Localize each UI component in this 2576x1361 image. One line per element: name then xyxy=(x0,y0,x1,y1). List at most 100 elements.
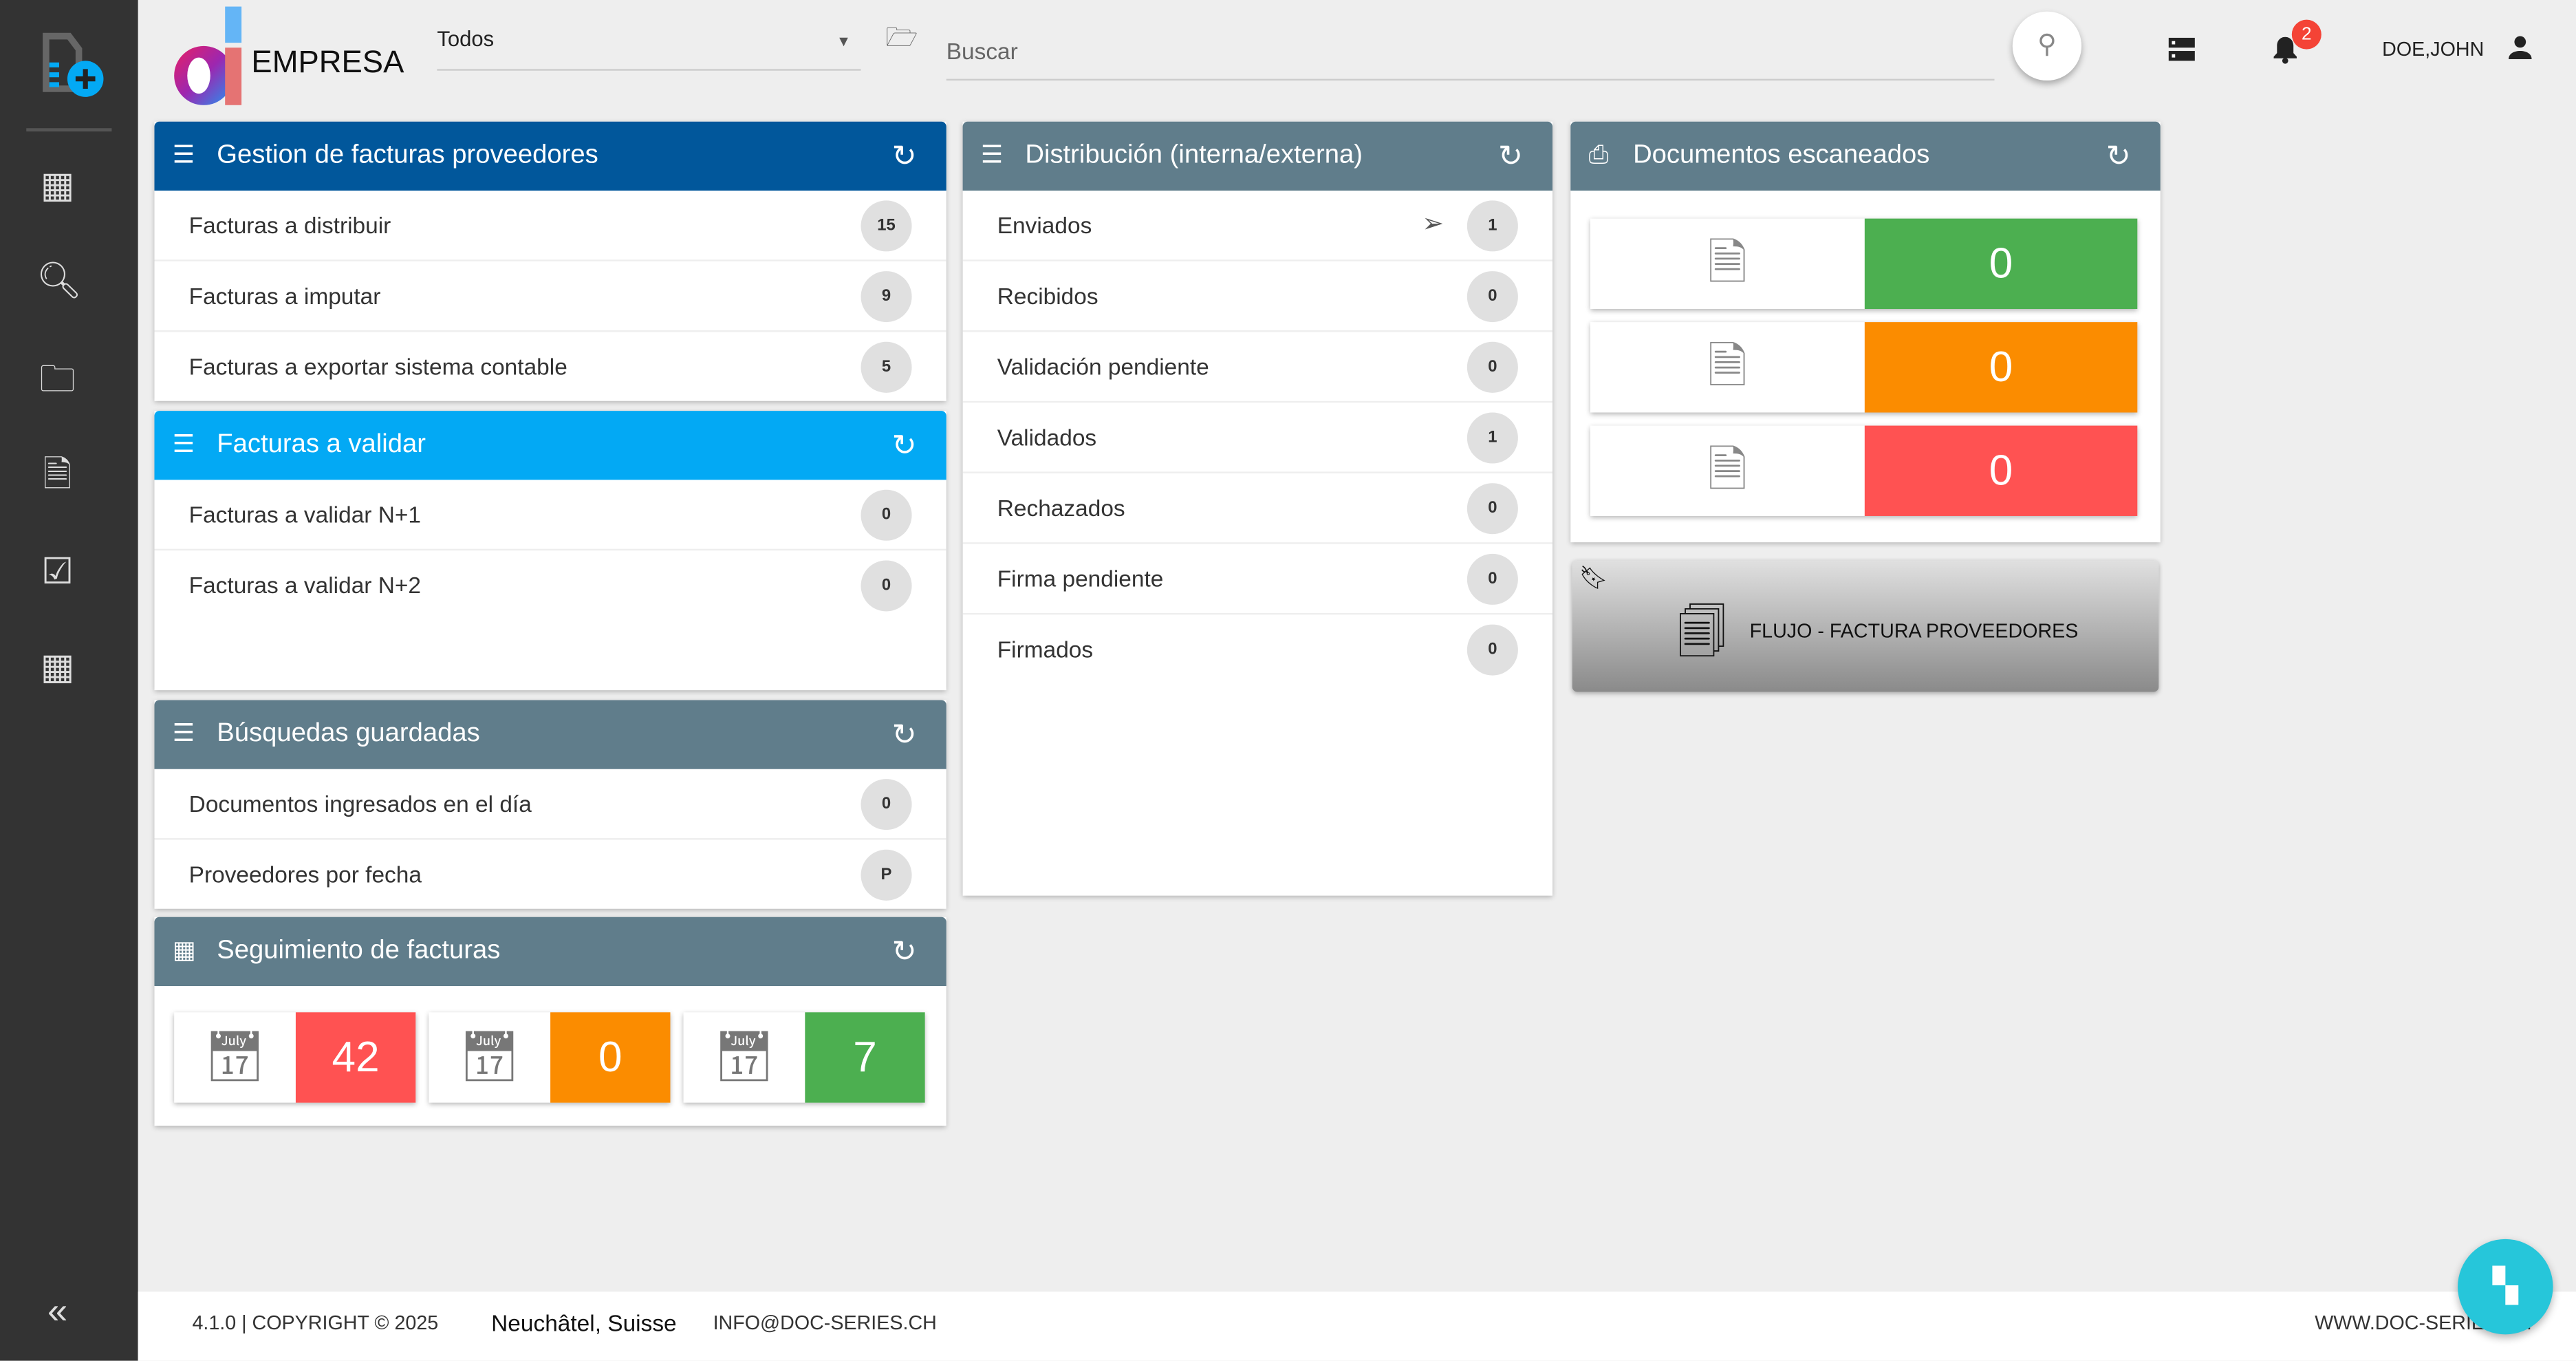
chevron-down-icon: ▼ xyxy=(836,32,852,50)
footer-version: 4.1.0 | COPYRIGHT © 2025 xyxy=(192,1311,439,1335)
search-button[interactable]: ⚲ xyxy=(2012,11,2082,81)
panel-title: Búsquedas guardadas xyxy=(217,720,480,748)
panel-header: ☰ Gestion de facturas proveedores ↻ xyxy=(154,121,946,191)
panel-escaneados: ⎙ Documentos escaneados ↻ 🗎 0 🗎 0 🗎 0 xyxy=(1570,121,2161,543)
folder-open-icon[interactable]: 🗁 xyxy=(885,24,918,53)
list-item[interactable]: Facturas a distribuir 15 xyxy=(154,191,946,261)
tile-done[interactable]: 📅︎ 7 xyxy=(683,1012,925,1103)
panel-title: Gestion de facturas proveedores xyxy=(217,141,598,170)
calendar-icon: ▦ xyxy=(172,936,196,965)
user-icon[interactable] xyxy=(2507,34,2533,61)
tile-value: 0 xyxy=(1864,425,2138,516)
list-item[interactable]: Enviados ➢ 1 xyxy=(962,191,1553,261)
list-icon: ☰ xyxy=(172,430,195,459)
panel-validar: ☰ Facturas a validar ↻ Facturas a validar … xyxy=(154,411,946,691)
panel-distribucion: ☰ Distribución (interna/externa) ↻ Enviado… xyxy=(962,121,1553,896)
filter-select[interactable]: Todos ▼ xyxy=(437,26,861,71)
list-item[interactable]: Rechazados 0 xyxy=(962,473,1553,544)
widgets-fab-button[interactable]: ▚ xyxy=(2458,1239,2553,1335)
tile-overdue[interactable]: 📅︎ 42 xyxy=(174,1012,416,1103)
panel-header: ☰ Búsquedas guardadas ↻ xyxy=(154,700,946,769)
notification-badge: 2 xyxy=(2291,19,2321,50)
list-item[interactable]: Firmados 0 xyxy=(963,614,1552,683)
list-item[interactable]: Facturas a validar N+1 0 xyxy=(154,480,946,551)
count-badge: 9 xyxy=(861,271,912,323)
panel-busquedas: ☰ Búsquedas guardadas ↻ Documentos ingresa… xyxy=(154,700,946,909)
tile-scanned-ok[interactable]: 🗎 0 xyxy=(1590,218,2138,310)
flow-factura-button[interactable]: 🔖︎ 🗐 FLUJO - FACTURA PROVEEDORES xyxy=(1572,560,2159,692)
count-badge: 0 xyxy=(1466,271,1518,323)
count-badge: 1 xyxy=(1466,412,1518,464)
search-icon: ⚲ xyxy=(2037,31,2057,59)
list-item[interactable]: Proveedores por fecha P xyxy=(155,839,946,908)
brand-logo xyxy=(174,6,242,105)
document-check-icon: 🗎 xyxy=(1707,236,1748,291)
refresh-icon[interactable]: ↻ xyxy=(2106,140,2131,173)
list-item[interactable]: Facturas a imputar 9 xyxy=(154,261,946,332)
list-item[interactable]: Validados 1 xyxy=(962,403,1553,473)
documents-icon: 🗐 xyxy=(1677,606,1727,661)
tile-scanned-pending[interactable]: 🗎 0 xyxy=(1590,322,2138,413)
bookmark-icon[interactable]: 🔖︎ xyxy=(1579,564,1608,590)
calendar-check-icon: 📅︎ xyxy=(713,1030,776,1085)
count-badge: P xyxy=(861,849,912,901)
refresh-icon[interactable]: ↻ xyxy=(1497,140,1524,173)
tile-value: 7 xyxy=(805,1012,925,1103)
count-badge: 0 xyxy=(861,779,912,830)
footer-email[interactable]: INFO@DOC-SERIES.CH xyxy=(713,1311,937,1335)
brand-name: EMPRESA xyxy=(251,45,404,81)
count-badge: 0 xyxy=(1466,624,1518,676)
calendar-clock-icon: 📅︎ xyxy=(458,1030,521,1085)
footer: 4.1.0 | COPYRIGHT © 2025 Neuchâtel, Suis… xyxy=(138,1292,2576,1361)
notifications-bell-icon[interactable] xyxy=(2271,34,2300,64)
widgets-icon: ▚ xyxy=(2492,1268,2518,1305)
app-logo-icon[interactable] xyxy=(36,30,109,102)
list-item[interactable]: Facturas a validar N+2 0 xyxy=(155,550,946,619)
panel-title: Seguimiento de facturas xyxy=(217,936,501,965)
count-badge: 1 xyxy=(1466,200,1518,252)
dashboard-icon[interactable]: ▦ xyxy=(40,164,75,206)
filter-value: Todos xyxy=(437,26,495,52)
list-item[interactable]: Facturas a exportar sistema contable 5 xyxy=(155,332,946,400)
count-badge: 0 xyxy=(1466,341,1518,393)
search-input[interactable]: Buscar xyxy=(946,33,1995,81)
count-badge: 15 xyxy=(861,200,912,252)
count-badge: 0 xyxy=(861,489,912,541)
refresh-icon[interactable]: ↻ xyxy=(891,429,917,462)
count-badge: 5 xyxy=(861,341,912,393)
grid-icon[interactable]: ▦ xyxy=(40,645,75,687)
panel-header: ▦ Seguimiento de facturas ↻ xyxy=(154,917,946,987)
tile-value: 0 xyxy=(1864,218,2138,310)
tile-value: 0 xyxy=(550,1012,671,1103)
footer-location: Neuchâtel, Suisse xyxy=(491,1309,677,1336)
panel-header: ☰ Facturas a validar ↻ xyxy=(154,411,946,480)
count-badge: 0 xyxy=(1466,553,1518,605)
list-item[interactable]: Firma pendiente 0 xyxy=(962,544,1553,615)
document-icon: 🗎 xyxy=(1707,340,1748,395)
refresh-icon[interactable]: ↻ xyxy=(891,934,917,968)
list-item[interactable]: Documentos ingresados en el día 0 xyxy=(154,769,946,840)
list-item[interactable]: Recibidos 0 xyxy=(962,261,1553,332)
tile-value: 0 xyxy=(1864,322,2138,413)
zoom-in-search-icon[interactable]: 🔍︎ xyxy=(36,259,83,301)
refresh-icon[interactable]: ↻ xyxy=(891,718,917,751)
flow-label: FLUJO - FACTURA PROVEEDORES xyxy=(1749,619,2079,643)
panel-seguimiento: ▦ Seguimiento de facturas ↻ 📅︎ 42 📅︎ 0 📅︎ 7 xyxy=(154,917,946,1126)
panel-header: ⎙ Documentos escaneados ↻ xyxy=(1570,121,2161,191)
list-item[interactable]: Validación pendiente 0 xyxy=(962,332,1553,403)
panel-title: Distribución (interna/externa) xyxy=(1025,141,1363,170)
user-name[interactable]: DOE,JOHN xyxy=(2382,37,2485,61)
checklist-icon[interactable]: ☑ xyxy=(41,550,74,592)
tile-pending[interactable]: 📅︎ 0 xyxy=(429,1012,671,1103)
send-check-icon: ➢ xyxy=(1422,210,1444,239)
document-add-icon[interactable]: 🗎 xyxy=(43,453,72,495)
collapse-sidebar-icon[interactable]: « xyxy=(47,1289,68,1331)
list-icon: ☰ xyxy=(980,141,1004,170)
sidebar: ▦ 🔍︎ 🗀 🗎 ☑ ▦ « xyxy=(0,0,138,1361)
refresh-icon[interactable]: ↻ xyxy=(891,140,917,173)
document-cancel-icon: 🗎 xyxy=(1707,443,1748,498)
server-icon[interactable] xyxy=(2168,36,2195,63)
folder-search-icon[interactable]: 🗀 xyxy=(39,358,76,400)
sidebar-divider xyxy=(26,128,112,132)
tile-scanned-error[interactable]: 🗎 0 xyxy=(1590,425,2138,516)
